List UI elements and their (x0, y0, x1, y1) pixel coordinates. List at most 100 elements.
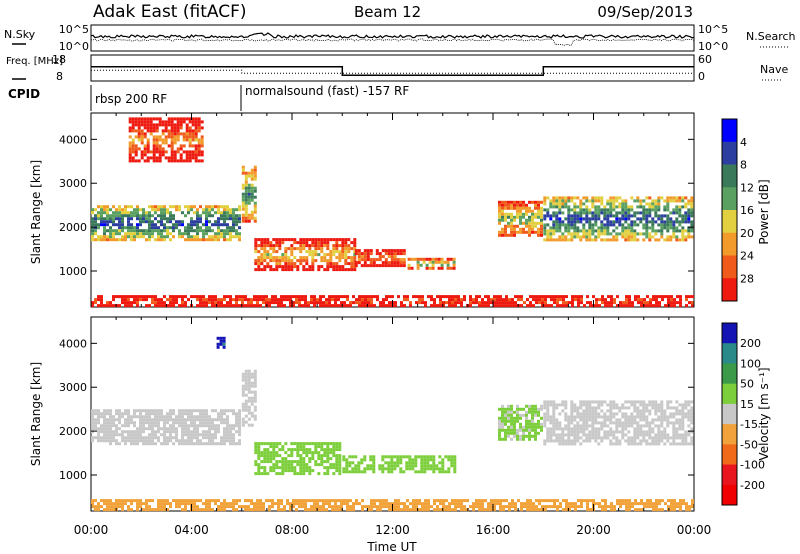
heatmap-cell (196, 427, 199, 431)
heatmap-cell (199, 295, 202, 299)
heatmap-cell (624, 406, 628, 410)
heatmap-cell (154, 226, 157, 230)
heatmap-cell (257, 262, 261, 266)
heatmap-cell (428, 260, 432, 264)
heatmap-cell (523, 505, 526, 509)
heatmap-cell (549, 400, 553, 404)
heatmap-cell (172, 235, 175, 239)
heatmap-cell (178, 229, 181, 233)
heatmap-cell (639, 415, 643, 419)
heatmap-cell (397, 505, 400, 509)
heatmap-cell (199, 238, 202, 242)
heatmap-cell (350, 262, 354, 266)
heatmap-cell (675, 442, 679, 446)
heatmap-cell (191, 135, 195, 139)
heatmap-cell (640, 508, 643, 512)
heatmap-cell (673, 301, 676, 305)
heatmap-cell (496, 304, 499, 308)
heatmap-cell (323, 256, 327, 260)
heatmap-cell (675, 229, 679, 233)
heatmap-cell (552, 202, 556, 206)
nave-tick-top: 60 (698, 53, 712, 66)
heatmap-cell (293, 448, 297, 452)
heatmap-cell (633, 238, 637, 242)
heatmap-cell (561, 400, 565, 404)
heatmap-cell (547, 304, 550, 308)
heatmap-cell (337, 508, 340, 512)
heatmap-cell (178, 421, 181, 425)
ytick-label: 2000 (59, 221, 87, 234)
heatmap-cell (564, 196, 568, 200)
noise-right-label: N.Search (746, 30, 796, 43)
heatmap-cell (618, 406, 622, 410)
heatmap-cell (305, 268, 309, 272)
heatmap-cell (624, 433, 628, 437)
heatmap-cell (229, 238, 232, 242)
heatmap-cell (275, 259, 279, 263)
heatmap-cell (607, 505, 610, 509)
heatmap-cell (94, 301, 97, 305)
heatmap-cell (571, 505, 574, 509)
heatmap-cell (154, 421, 157, 425)
heatmap-cell (604, 508, 607, 512)
heatmap-cell (199, 298, 202, 302)
heatmap-cell (606, 211, 610, 215)
heatmap-cell (322, 304, 325, 308)
heatmap-cell (331, 304, 334, 308)
heatmap-cell (253, 210, 257, 214)
heatmap-cell (672, 412, 676, 416)
heatmap-cell (393, 467, 397, 471)
heatmap-cell (275, 250, 279, 254)
heatmap-cell (169, 415, 172, 419)
heatmap-cell (354, 455, 358, 459)
heatmap-cell (170, 141, 174, 145)
heatmap-cell (268, 304, 271, 308)
heatmap-cell (163, 508, 166, 512)
heatmap-cell (591, 238, 595, 242)
heatmap-cell (678, 436, 682, 440)
heatmap-cell (166, 208, 169, 212)
heatmap-cell (281, 469, 285, 473)
heatmap-cell (582, 418, 586, 422)
heatmap-cell (585, 232, 589, 236)
heatmap-cell (317, 244, 321, 248)
heatmap-cell (636, 232, 640, 236)
heatmap-cell (247, 375, 251, 379)
heatmap-cell (338, 253, 342, 257)
heatmap-cell (591, 436, 595, 440)
heatmap-cell (357, 258, 361, 262)
heatmap-cell (642, 430, 646, 434)
heatmap-cell (160, 301, 163, 305)
heatmap-cell (154, 442, 157, 446)
heatmap-cell (247, 423, 251, 427)
heatmap-cell (444, 470, 448, 474)
heatmap-cell (199, 442, 202, 446)
heatmap-cell (555, 406, 559, 410)
heatmap-cell (178, 418, 181, 422)
heatmap-cell (585, 211, 589, 215)
heatmap-cell (94, 424, 97, 428)
heatmap-cell (200, 138, 204, 142)
heatmap-cell (133, 421, 136, 425)
heatmap-cell (357, 261, 361, 265)
heatmap-cell (199, 301, 202, 305)
heatmap-cell (121, 220, 124, 224)
heatmap-cell (550, 295, 553, 299)
heatmap-cell (621, 208, 625, 212)
heatmap-cell (594, 199, 598, 203)
heatmap-cell (657, 229, 661, 233)
heatmap-cell (103, 424, 106, 428)
heatmap-cell (169, 226, 172, 230)
heatmap-cell (522, 215, 525, 219)
heatmap-cell (613, 508, 616, 512)
heatmap-cell (690, 400, 694, 404)
heatmap-cell (208, 298, 211, 302)
heatmap-cell (178, 505, 181, 509)
heatmap-cell (254, 472, 258, 476)
heatmap-cell (676, 301, 679, 305)
heatmap-cell (669, 211, 673, 215)
heatmap-cell (345, 467, 349, 471)
heatmap-cell (399, 470, 403, 474)
heatmap-cell (232, 442, 235, 446)
heatmap-cell (504, 212, 507, 216)
